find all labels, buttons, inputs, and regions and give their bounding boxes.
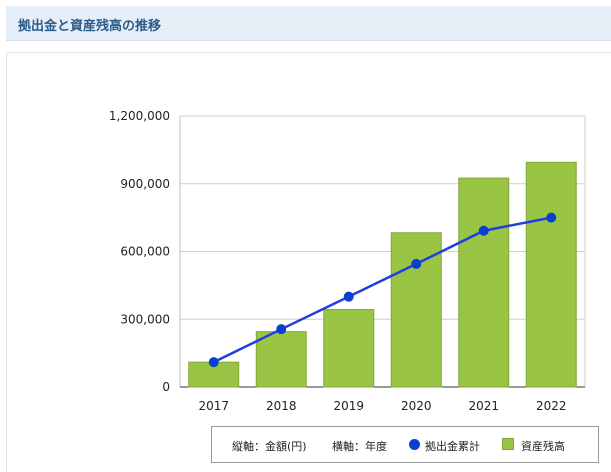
y-tick-label: 300,000 bbox=[120, 312, 170, 326]
y-tick-label: 600,000 bbox=[120, 245, 170, 259]
x-tick-label: 2018 bbox=[266, 399, 297, 413]
line-point bbox=[276, 324, 287, 335]
y-tick-label: 1,200,000 bbox=[109, 109, 170, 123]
line-series bbox=[213, 216, 552, 364]
legend-line-marker bbox=[409, 439, 420, 450]
section-title: 拠出金と資産残高の推移 bbox=[18, 19, 162, 34]
y-tick-label: 900,000 bbox=[120, 177, 170, 191]
section-header: 拠出金と資産残高の推移 bbox=[6, 6, 611, 41]
x-tick-label: 2017 bbox=[198, 399, 229, 413]
x-tick-label: 2020 bbox=[401, 399, 432, 413]
bar bbox=[390, 232, 442, 388]
line-point bbox=[343, 291, 354, 302]
legend-horizontal-axis: 横軸：年度 bbox=[332, 440, 387, 453]
legend-bar-label: 資産残高 bbox=[521, 440, 565, 453]
line-point bbox=[411, 258, 422, 269]
bar bbox=[458, 177, 510, 388]
chart-panel bbox=[6, 52, 611, 472]
chart-legend: 縦軸：金額(円) 横軸：年度 拠出金累計 資産残高 bbox=[211, 426, 599, 463]
line-point bbox=[478, 225, 489, 236]
legend-bar-swatch bbox=[502, 438, 514, 450]
line-point bbox=[546, 212, 557, 223]
bar bbox=[255, 331, 307, 388]
y-tick-label: 0 bbox=[162, 380, 170, 394]
legend-vertical-axis: 縦軸：金額(円) bbox=[232, 440, 307, 453]
line-point bbox=[208, 357, 219, 368]
x-tick-label: 2022 bbox=[536, 399, 567, 413]
legend-line-label: 拠出金累計 bbox=[425, 440, 480, 453]
x-tick-label: 2019 bbox=[333, 399, 364, 413]
x-tick-label: 2021 bbox=[468, 399, 499, 413]
bar bbox=[323, 309, 375, 388]
bar bbox=[525, 161, 577, 388]
